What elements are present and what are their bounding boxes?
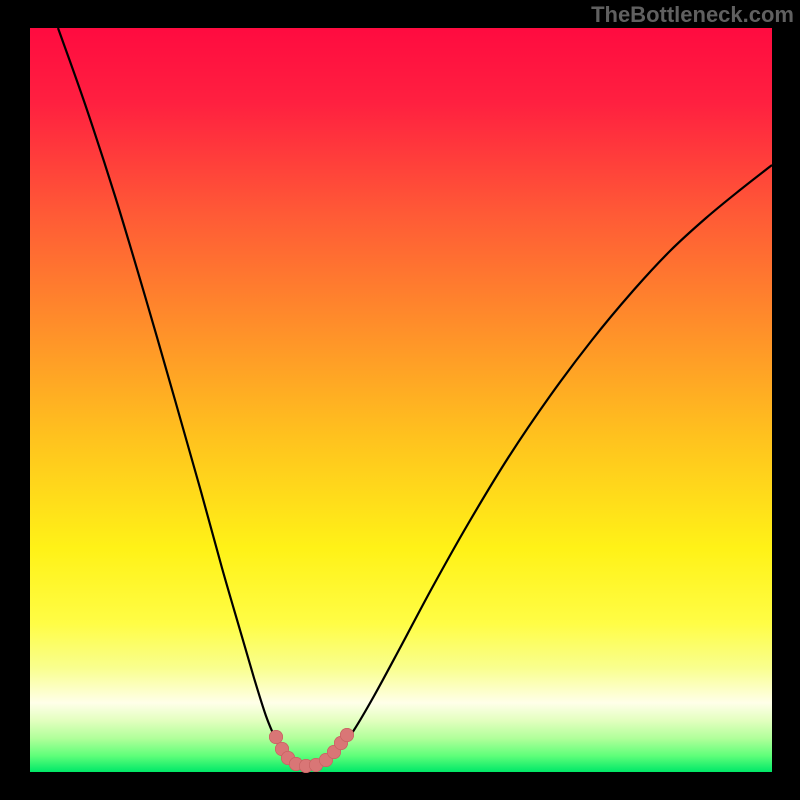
curve-marker	[340, 728, 354, 742]
curve-bottom-markers	[0, 0, 800, 800]
